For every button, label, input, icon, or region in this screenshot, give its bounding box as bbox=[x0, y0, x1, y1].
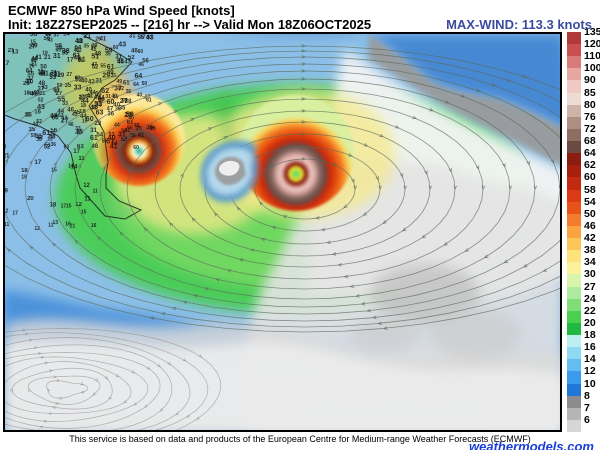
svg-text:47: 47 bbox=[92, 62, 98, 68]
svg-text:11: 11 bbox=[84, 196, 91, 202]
svg-text:23: 23 bbox=[92, 43, 98, 49]
svg-text:36: 36 bbox=[51, 142, 57, 148]
svg-text:18: 18 bbox=[79, 109, 86, 115]
svg-text:31: 31 bbox=[129, 34, 136, 39]
svg-text:46: 46 bbox=[117, 60, 124, 66]
svg-text:12: 12 bbox=[83, 183, 90, 189]
svg-text:43: 43 bbox=[47, 38, 53, 44]
svg-text:11: 11 bbox=[5, 222, 10, 228]
svg-text:60: 60 bbox=[138, 49, 144, 55]
svg-text:19: 19 bbox=[50, 34, 57, 36]
svg-text:55: 55 bbox=[137, 35, 144, 41]
svg-text:16: 16 bbox=[34, 110, 41, 116]
svg-text:17: 17 bbox=[73, 149, 80, 155]
svg-text:35: 35 bbox=[84, 43, 90, 49]
svg-text:40: 40 bbox=[137, 93, 143, 99]
svg-text:31: 31 bbox=[83, 34, 91, 40]
svg-text:52: 52 bbox=[44, 145, 51, 151]
svg-text:20: 20 bbox=[26, 80, 33, 86]
svg-text:14: 14 bbox=[63, 34, 70, 37]
svg-text:21: 21 bbox=[54, 71, 61, 77]
svg-text:31: 31 bbox=[118, 132, 126, 139]
svg-text:62: 62 bbox=[118, 86, 124, 92]
svg-text:64: 64 bbox=[133, 82, 139, 88]
svg-text:35: 35 bbox=[135, 127, 142, 133]
svg-text:18: 18 bbox=[24, 90, 30, 96]
svg-text:40: 40 bbox=[108, 135, 116, 142]
svg-text:38: 38 bbox=[62, 48, 70, 55]
svg-text:21: 21 bbox=[8, 48, 15, 54]
svg-text:11: 11 bbox=[37, 70, 44, 76]
svg-text:52: 52 bbox=[38, 98, 44, 104]
svg-text:20: 20 bbox=[27, 196, 34, 202]
svg-text:36: 36 bbox=[146, 125, 153, 131]
svg-text:27: 27 bbox=[67, 72, 73, 78]
svg-text:15: 15 bbox=[30, 39, 36, 45]
svg-text:17: 17 bbox=[12, 211, 18, 217]
svg-text:46: 46 bbox=[68, 122, 74, 128]
svg-text:41: 41 bbox=[110, 144, 118, 151]
svg-text:59: 59 bbox=[31, 133, 37, 139]
svg-text:52: 52 bbox=[128, 55, 135, 61]
svg-text:48: 48 bbox=[38, 81, 45, 87]
svg-text:16: 16 bbox=[91, 223, 97, 229]
svg-text:50: 50 bbox=[147, 35, 153, 41]
svg-text:21: 21 bbox=[44, 55, 51, 61]
svg-text:27: 27 bbox=[54, 89, 60, 95]
svg-text:15: 15 bbox=[82, 119, 88, 125]
svg-text:17: 17 bbox=[67, 58, 74, 64]
svg-text:17: 17 bbox=[75, 34, 81, 36]
svg-text:29: 29 bbox=[95, 37, 101, 43]
svg-text:61: 61 bbox=[127, 120, 134, 126]
svg-text:31: 31 bbox=[53, 53, 61, 60]
svg-text:12: 12 bbox=[75, 202, 82, 208]
svg-text:14: 14 bbox=[71, 165, 78, 171]
svg-text:43: 43 bbox=[118, 41, 126, 48]
svg-text:60: 60 bbox=[133, 145, 139, 151]
svg-text:17: 17 bbox=[35, 160, 42, 166]
svg-text:56: 56 bbox=[102, 138, 108, 144]
svg-text:18: 18 bbox=[81, 103, 87, 109]
svg-text:21: 21 bbox=[70, 223, 76, 229]
svg-text:17: 17 bbox=[5, 61, 10, 67]
svg-text:21: 21 bbox=[31, 61, 38, 67]
svg-text:59: 59 bbox=[55, 43, 62, 49]
svg-text:59: 59 bbox=[105, 47, 113, 54]
svg-text:61: 61 bbox=[78, 57, 86, 64]
svg-text:12: 12 bbox=[34, 226, 40, 232]
svg-text:54: 54 bbox=[96, 133, 103, 139]
svg-text:15: 15 bbox=[77, 130, 84, 136]
svg-text:12: 12 bbox=[62, 115, 68, 121]
svg-text:11: 11 bbox=[93, 189, 99, 195]
svg-text:12: 12 bbox=[76, 39, 83, 45]
svg-text:15: 15 bbox=[66, 204, 72, 210]
svg-text:13: 13 bbox=[53, 220, 59, 226]
svg-text:41: 41 bbox=[138, 133, 145, 139]
svg-text:46: 46 bbox=[131, 48, 138, 54]
svg-text:58: 58 bbox=[30, 34, 38, 38]
svg-text:55: 55 bbox=[100, 64, 106, 70]
